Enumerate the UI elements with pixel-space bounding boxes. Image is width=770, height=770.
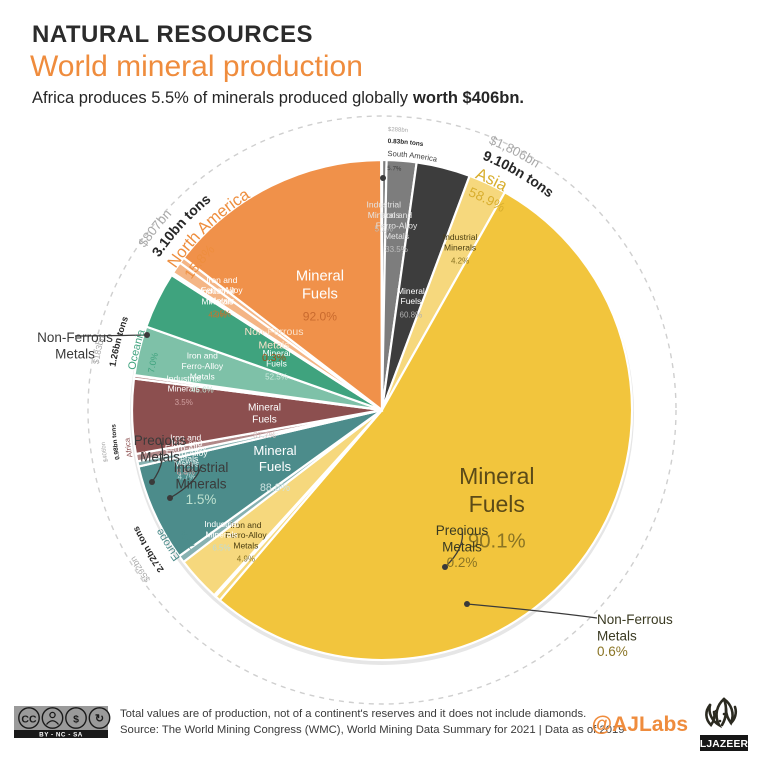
svg-text:45.6%: 45.6%	[191, 386, 214, 395]
svg-text:Ferro-Alloy: Ferro-Alloy	[182, 361, 224, 371]
svg-text:$: $	[73, 714, 79, 726]
svg-text:Total values are of production: Total values are of production, not of a…	[120, 708, 586, 720]
svg-text:Minerals: Minerals	[205, 529, 237, 539]
svg-text:60.8%: 60.8%	[400, 310, 423, 319]
svg-text:Non-Ferrous: Non-Ferrous	[245, 326, 304, 338]
svg-text:4.9%: 4.9%	[237, 555, 255, 564]
svg-text:3.5%: 3.5%	[175, 398, 193, 407]
svg-text:Mineral: Mineral	[459, 463, 534, 489]
svg-text:World mineral production: World mineral production	[30, 50, 363, 83]
svg-text:Metals: Metals	[209, 296, 234, 306]
svg-text:Metals: Metals	[190, 371, 215, 381]
svg-text:1.5%: 1.5%	[186, 492, 217, 507]
svg-text:$288bn: $288bn	[388, 127, 408, 134]
svg-text:Metals: Metals	[259, 340, 290, 352]
svg-text:Metals: Metals	[55, 347, 95, 362]
svg-text:Source: The World Mining Congr: Source: The World Mining Congress (WMC),…	[120, 724, 625, 736]
svg-text:2.5%: 2.5%	[213, 310, 231, 319]
svg-text:0.83bn tons: 0.83bn tons	[388, 138, 425, 148]
svg-text:Mineral: Mineral	[296, 269, 344, 285]
svg-text:Industrial: Industrial	[204, 519, 239, 529]
svg-text:52.5%: 52.5%	[265, 373, 288, 382]
svg-text:Industrial: Industrial	[174, 460, 229, 475]
svg-text:0.3%: 0.3%	[262, 352, 286, 364]
svg-text:@AJLabs: @AJLabs	[592, 713, 688, 736]
svg-text:Fuels: Fuels	[302, 287, 338, 303]
svg-text:Ferro-Alloy: Ferro-Alloy	[201, 285, 243, 295]
svg-text:Minerals: Minerals	[175, 477, 226, 492]
svg-text:0.98bn tons: 0.98bn tons	[110, 424, 121, 461]
svg-text:88.8%: 88.8%	[260, 482, 291, 494]
svg-text:Iron and: Iron and	[206, 275, 237, 285]
svg-text:BY - NC - SA: BY - NC - SA	[39, 732, 83, 739]
svg-text:Metals: Metals	[384, 231, 409, 241]
svg-text:Mineral: Mineral	[253, 443, 296, 458]
svg-text:4.2%: 4.2%	[451, 257, 469, 266]
svg-text:$406bn: $406bn	[101, 442, 110, 463]
svg-text:Precious: Precious	[436, 523, 489, 538]
svg-text:Fuels: Fuels	[252, 415, 277, 426]
svg-text:Iron and: Iron and	[187, 351, 218, 361]
svg-text:Metals: Metals	[233, 541, 258, 551]
svg-text:87.7%: 87.7%	[253, 431, 276, 440]
svg-text:92.0%: 92.0%	[303, 310, 338, 324]
svg-text:NATURAL RESOURCES: NATURAL RESOURCES	[32, 21, 313, 48]
svg-text:0.6%: 0.6%	[597, 644, 628, 659]
svg-text:33.5%: 33.5%	[385, 245, 408, 254]
svg-text:Industrial: Industrial	[367, 200, 402, 210]
svg-text:Metals: Metals	[597, 629, 637, 644]
svg-text:Metals: Metals	[442, 540, 482, 555]
svg-text:Ferro-Alloy: Ferro-Alloy	[376, 221, 418, 231]
svg-text:ALJAZEERA: ALJAZEERA	[692, 739, 756, 750]
svg-text:Non-Ferrous: Non-Ferrous	[597, 612, 673, 627]
svg-text:Africa produces 5.5% of minera: Africa produces 5.5% of minerals produce…	[32, 89, 524, 107]
svg-text:5.7%: 5.7%	[387, 165, 402, 173]
svg-text:Fuels: Fuels	[469, 491, 525, 517]
svg-text:0.2%: 0.2%	[447, 555, 478, 570]
svg-text:Fuels: Fuels	[401, 296, 422, 306]
svg-text:6.5%: 6.5%	[212, 544, 230, 553]
svg-text:↻: ↻	[95, 713, 104, 725]
svg-text:CC: CC	[21, 714, 37, 726]
svg-text:Iron and: Iron and	[381, 210, 412, 220]
svg-text:Mineral: Mineral	[248, 402, 281, 413]
svg-text:Industrial: Industrial	[443, 232, 478, 242]
svg-text:Mineral: Mineral	[397, 286, 425, 296]
svg-text:Minerals: Minerals	[444, 242, 476, 252]
svg-text:Fuels: Fuels	[259, 459, 292, 474]
